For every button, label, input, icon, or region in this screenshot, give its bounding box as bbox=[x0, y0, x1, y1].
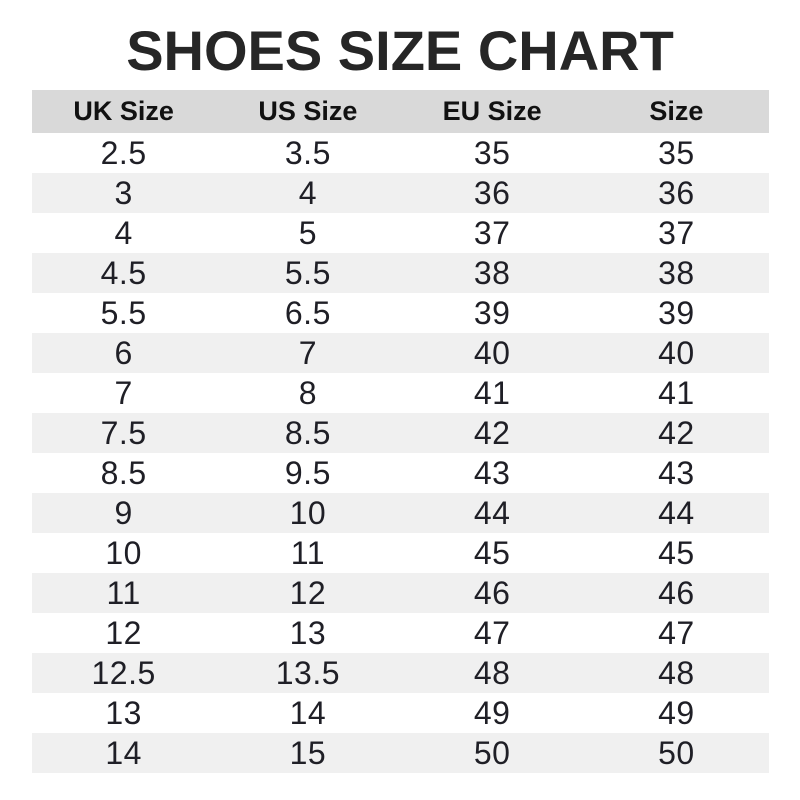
table-row: 12.5 13.5 48 48 bbox=[31, 653, 769, 693]
table-cell: 15 bbox=[215, 733, 400, 773]
table-row: 7 8 41 41 bbox=[31, 373, 769, 413]
table-cell: 43 bbox=[400, 453, 585, 493]
table-cell: 47 bbox=[584, 613, 769, 653]
table-cell: 37 bbox=[584, 213, 769, 253]
table-cell: 35 bbox=[400, 133, 585, 173]
table-cell: 7.5 bbox=[31, 413, 216, 453]
table-cell: 11 bbox=[31, 573, 216, 613]
table-row: 9 10 44 44 bbox=[31, 493, 769, 533]
table-cell: 10 bbox=[215, 493, 400, 533]
table-cell: 37 bbox=[400, 213, 585, 253]
column-header-eu-size: EU Size bbox=[400, 90, 585, 133]
column-header-uk-size: UK Size bbox=[31, 90, 216, 133]
table-cell: 6.5 bbox=[215, 293, 400, 333]
table-row: 4.5 5.5 38 38 bbox=[31, 253, 769, 293]
table-cell: 2.5 bbox=[31, 133, 216, 173]
table-cell: 43 bbox=[584, 453, 769, 493]
table-cell: 3 bbox=[31, 173, 216, 213]
table-cell: 12.5 bbox=[31, 653, 216, 693]
table-body: 2.5 3.5 35 35 3 4 36 36 4 5 37 37 4.5 5.5 38 38 5.5 6.5 39… bbox=[31, 133, 769, 773]
table-cell: 42 bbox=[584, 413, 769, 453]
table-cell: 13 bbox=[215, 613, 400, 653]
table-cell: 49 bbox=[400, 693, 585, 733]
table-row: 11 12 46 46 bbox=[31, 573, 769, 613]
table-cell: 5 bbox=[215, 213, 400, 253]
table-cell: 45 bbox=[400, 533, 585, 573]
header-row: UK Size US Size EU Size Size bbox=[31, 90, 769, 133]
table-cell: 35 bbox=[584, 133, 769, 173]
table-cell: 4.5 bbox=[31, 253, 216, 293]
table-row: 6 7 40 40 bbox=[31, 333, 769, 373]
table-cell: 12 bbox=[31, 613, 216, 653]
table-cell: 9 bbox=[31, 493, 216, 533]
table-cell: 47 bbox=[400, 613, 585, 653]
table-cell: 9.5 bbox=[215, 453, 400, 493]
table-cell: 11 bbox=[215, 533, 400, 573]
table-row: 10 11 45 45 bbox=[31, 533, 769, 573]
table-cell: 4 bbox=[215, 173, 400, 213]
table-cell: 45 bbox=[584, 533, 769, 573]
table-cell: 49 bbox=[584, 693, 769, 733]
table-row: 8.5 9.5 43 43 bbox=[31, 453, 769, 493]
table-cell: 46 bbox=[584, 573, 769, 613]
table-row: 5.5 6.5 39 39 bbox=[31, 293, 769, 333]
table-cell: 48 bbox=[400, 653, 585, 693]
column-header-us-size: US Size bbox=[215, 90, 400, 133]
table-row: 14 15 50 50 bbox=[31, 733, 769, 773]
table-row: 4 5 37 37 bbox=[31, 213, 769, 253]
table-cell: 41 bbox=[400, 373, 585, 413]
table-cell: 44 bbox=[400, 493, 585, 533]
table-row: 13 14 49 49 bbox=[31, 693, 769, 733]
column-header-size: Size bbox=[584, 90, 769, 133]
table-cell: 44 bbox=[584, 493, 769, 533]
table-cell: 46 bbox=[400, 573, 585, 613]
table-cell: 12 bbox=[215, 573, 400, 613]
table-cell: 13.5 bbox=[215, 653, 400, 693]
table-cell: 14 bbox=[31, 733, 216, 773]
table-row: 2.5 3.5 35 35 bbox=[31, 133, 769, 173]
table-cell: 8.5 bbox=[31, 453, 216, 493]
table-row: 12 13 47 47 bbox=[31, 613, 769, 653]
table-cell: 14 bbox=[215, 693, 400, 733]
table-cell: 8.5 bbox=[215, 413, 400, 453]
table-cell: 13 bbox=[31, 693, 216, 733]
table-cell: 36 bbox=[584, 173, 769, 213]
table-cell: 39 bbox=[400, 293, 585, 333]
table-cell: 6 bbox=[31, 333, 216, 373]
table-row: 7.5 8.5 42 42 bbox=[31, 413, 769, 453]
table-cell: 48 bbox=[584, 653, 769, 693]
page-title: SHOES SIZE CHART bbox=[126, 19, 674, 82]
size-chart-table: UK Size US Size EU Size Size 2.5 3.5 35 35 3… bbox=[31, 90, 769, 773]
table-cell: 38 bbox=[584, 253, 769, 293]
table-cell: 50 bbox=[584, 733, 769, 773]
table-cell: 10 bbox=[31, 533, 216, 573]
table-cell: 4 bbox=[31, 213, 216, 253]
table-cell: 36 bbox=[400, 173, 585, 213]
table-cell: 8 bbox=[215, 373, 400, 413]
table-cell: 39 bbox=[584, 293, 769, 333]
table-row: 3 4 36 36 bbox=[31, 173, 769, 213]
table-cell: 3.5 bbox=[215, 133, 400, 173]
table-cell: 41 bbox=[584, 373, 769, 413]
table-cell: 40 bbox=[400, 333, 585, 373]
table-cell: 5.5 bbox=[31, 293, 216, 333]
table-header: UK Size US Size EU Size Size bbox=[31, 90, 769, 133]
table-cell: 7 bbox=[31, 373, 216, 413]
table-cell: 5.5 bbox=[215, 253, 400, 293]
table-cell: 7 bbox=[215, 333, 400, 373]
table-cell: 40 bbox=[584, 333, 769, 373]
table-cell: 42 bbox=[400, 413, 585, 453]
table-cell: 50 bbox=[400, 733, 585, 773]
table-cell: 38 bbox=[400, 253, 585, 293]
